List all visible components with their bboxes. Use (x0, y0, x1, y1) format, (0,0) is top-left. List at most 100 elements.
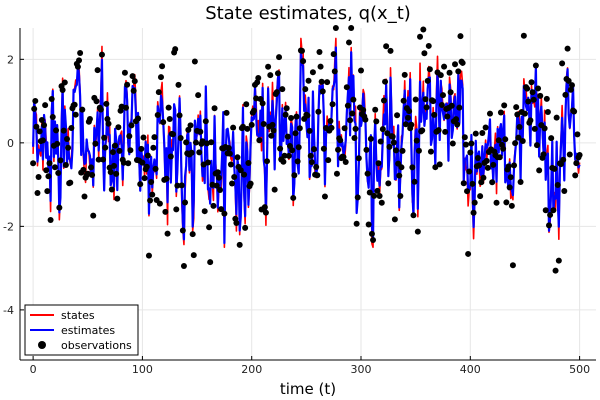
observation-point (160, 119, 167, 126)
observation-point (399, 147, 406, 154)
series-estimates (32, 46, 581, 245)
observation-point (560, 156, 567, 163)
observation-point (349, 110, 356, 117)
observation-point (372, 106, 379, 113)
observation-point (480, 174, 487, 181)
observation-point (368, 230, 375, 237)
observation-point (191, 58, 198, 65)
observation-point (174, 182, 181, 189)
observation-point (253, 95, 260, 102)
observation-point (179, 227, 186, 234)
x-tick-label: 400 (460, 363, 481, 376)
observation-point (486, 110, 493, 117)
observation-point (467, 149, 474, 156)
observation-point (366, 189, 373, 196)
observation-point (410, 212, 417, 219)
observation-point (42, 102, 49, 109)
observation-point (126, 133, 133, 140)
observation-point (172, 46, 179, 53)
x-tick-label: 300 (351, 363, 372, 376)
observation-point (97, 106, 104, 113)
observation-point (207, 259, 214, 266)
observation-point (274, 70, 281, 77)
observation-point (39, 137, 46, 144)
observation-point (330, 51, 337, 58)
observation-point (74, 63, 81, 70)
observation-point (214, 169, 221, 176)
observation-point (571, 108, 578, 115)
observation-point (100, 156, 107, 163)
observation-point (532, 62, 539, 69)
observation-point (305, 77, 312, 84)
observation-point (497, 109, 504, 116)
observation-point (441, 63, 448, 70)
observation-point (180, 262, 187, 269)
observation-point (128, 122, 135, 129)
observation-point (373, 118, 380, 125)
observation-point (79, 106, 86, 113)
observation-point (131, 78, 138, 85)
observation-point (552, 267, 559, 274)
observation-point (456, 104, 463, 111)
observation-point (514, 111, 521, 118)
observation-point (127, 147, 134, 154)
observation-point (165, 104, 172, 111)
observation-point (135, 115, 142, 122)
observation-point (265, 63, 272, 70)
observation-point (405, 114, 412, 121)
observation-point (329, 101, 336, 108)
observation-point (293, 113, 300, 120)
observation-point (548, 135, 555, 142)
observation-point (152, 165, 159, 172)
observation-point (447, 89, 454, 96)
observation-point (454, 121, 461, 128)
observation-point (296, 125, 303, 132)
observation-point (360, 106, 367, 113)
observation-point (337, 137, 344, 144)
observation-point (459, 59, 466, 66)
observation-point (370, 237, 377, 244)
observation-point (197, 128, 204, 135)
observation-point (44, 188, 51, 195)
observation-point (139, 159, 146, 166)
observation-point (151, 134, 158, 141)
observation-point (291, 172, 298, 179)
observation-point (124, 81, 131, 88)
observation-point (375, 160, 382, 167)
observation-point (415, 147, 422, 154)
observation-point (520, 32, 527, 39)
observation-point (182, 199, 189, 206)
observation-point (298, 47, 305, 54)
y-tick-label: 0 (7, 137, 14, 150)
observation-point (103, 100, 110, 107)
legend-observations-label: observations (61, 339, 132, 352)
observation-point (211, 105, 218, 112)
observation-point (469, 180, 476, 187)
observation-point (519, 138, 526, 145)
observation-point (527, 117, 534, 124)
observation-point (215, 174, 222, 181)
observation-point (302, 86, 309, 93)
observation-point (543, 95, 550, 102)
observation-point (517, 178, 524, 185)
observation-point (309, 69, 316, 76)
observation-point (192, 139, 199, 146)
observation-point (116, 147, 123, 154)
observation-point (490, 161, 497, 168)
observation-point (46, 160, 53, 167)
observation-point (242, 224, 249, 231)
observation-point (72, 111, 79, 118)
observation-point (565, 77, 572, 84)
observation-point (43, 167, 50, 174)
observation-point (483, 157, 490, 164)
observation-point (409, 164, 416, 171)
observation-point (479, 130, 486, 137)
observation-point (340, 153, 347, 160)
observation-point (412, 96, 419, 103)
observation-point (558, 161, 565, 168)
observation-point (201, 208, 208, 215)
observation-point (314, 172, 321, 179)
observation-point (453, 116, 460, 123)
observation-point (358, 67, 365, 74)
observation-point (503, 199, 510, 206)
